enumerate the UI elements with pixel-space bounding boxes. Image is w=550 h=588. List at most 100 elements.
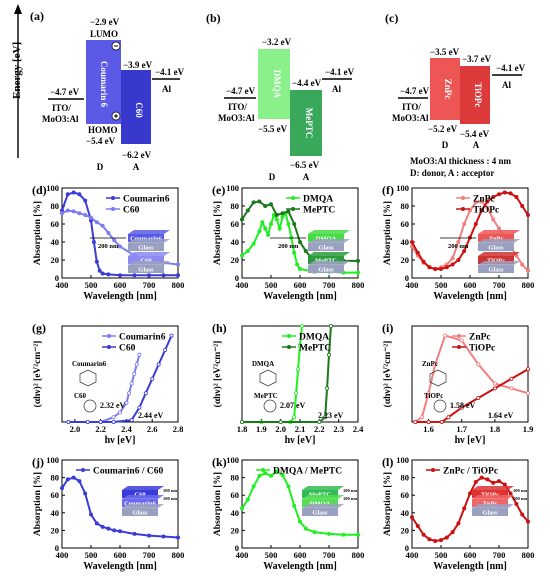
- data-point: [426, 419, 431, 424]
- y-tick-label: 40: [231, 508, 240, 518]
- legend-label: TiOPc: [473, 206, 499, 216]
- panel-f: 400 500 600 700 800 0 20 40 60 80 100 Wavelength [n…: [382, 183, 534, 302]
- molecule-label: Coumarin6: [72, 360, 107, 368]
- legend-label: Coumarin6: [123, 195, 170, 205]
- data-point: [450, 256, 455, 261]
- panel-j: 400 500 600 700 800 0 20 40 60 80 100 Wavelength [n…: [32, 455, 184, 572]
- acceptor-a-label: A: [303, 172, 310, 182]
- data-point: [520, 512, 525, 517]
- acceptor-homo-value: −6.5 eV: [290, 160, 320, 170]
- data-point: [479, 475, 484, 480]
- bandgap-label-1: 1.58 eV: [450, 401, 476, 410]
- y-tick-label: 60: [51, 219, 60, 229]
- y-tick-label: 60: [51, 490, 60, 500]
- data-point: [526, 212, 531, 217]
- layer-top-face: [478, 252, 520, 256]
- panel-label: (l): [382, 455, 393, 469]
- y-tick-label: 20: [231, 525, 240, 535]
- molecule-label: C60: [74, 392, 87, 400]
- data-point: [60, 211, 65, 216]
- x-tick-label: 700: [323, 280, 336, 290]
- x-tick-label: 1.8: [237, 424, 248, 434]
- data-point: [456, 239, 461, 244]
- data-point: [280, 214, 285, 219]
- data-point: [89, 215, 94, 220]
- data-point: [421, 532, 426, 537]
- layer-label: Glass: [312, 510, 328, 517]
- data-point: [292, 415, 297, 420]
- y-tick-label: 40: [51, 237, 60, 247]
- ito-level-value: −4.7 eV: [400, 86, 430, 96]
- y-axis-label: Absorption [%]: [33, 472, 43, 536]
- acceptor-lumo-value: −3.7 eV: [462, 54, 492, 64]
- data-point: [439, 419, 444, 424]
- bandgap-label-1: 2.32 eV: [100, 401, 126, 410]
- data-point: [245, 248, 250, 253]
- y-tick-label: 40: [51, 508, 60, 518]
- data-point: [66, 419, 71, 424]
- al-label: Al: [332, 84, 341, 94]
- y-tick-label: 100: [226, 455, 239, 465]
- data-point: [514, 501, 519, 506]
- data-point: [132, 531, 137, 536]
- data-point: [433, 538, 438, 543]
- lumo-label: LUMO: [90, 29, 118, 39]
- legend-label: ZnPc: [473, 195, 495, 205]
- data-point: [257, 199, 262, 204]
- x-tick-label: 500: [265, 280, 278, 290]
- data-point: [485, 477, 490, 482]
- y-tick-label: 20: [401, 255, 410, 265]
- data-point: [274, 212, 279, 217]
- y-tick-label: 100: [396, 183, 409, 193]
- thickness-note: MoO3:Al thickness : 4 nm: [410, 156, 512, 166]
- layer-label: Glass: [318, 245, 334, 252]
- data-point: [450, 530, 455, 535]
- x-tick-label: 600: [114, 550, 127, 560]
- thickness-label: 100 nm: [343, 488, 357, 493]
- data-point: [112, 528, 117, 533]
- legend-label: C60: [123, 206, 140, 216]
- panel-k: 400 500 600 700 800 0 20 40 60 80 100 Wavelength [n…: [212, 455, 364, 572]
- acceptor-homo-value: −5.4 eV: [460, 129, 490, 139]
- layer-top-face: [472, 495, 514, 499]
- x-tick-label: 700: [323, 550, 336, 560]
- data-point: [71, 190, 76, 195]
- layer-top-face: [128, 230, 170, 234]
- legend-label: DMQA: [303, 195, 333, 205]
- acceptor-bar-c60: [121, 70, 151, 144]
- acceptor-bar-tiopc: [460, 66, 490, 124]
- x-axis-label: Wavelength [nm]: [263, 291, 337, 302]
- data-point: [100, 223, 105, 228]
- data-point: [296, 367, 301, 372]
- layer-top-face: [128, 261, 170, 265]
- x-tick-label: 700: [493, 550, 506, 560]
- data-point: [473, 479, 478, 484]
- y-tick-label: 20: [51, 255, 60, 265]
- layer-slab: [302, 490, 338, 498]
- data-point: [491, 217, 496, 222]
- ito-level-value: −4.7 eV: [226, 86, 256, 96]
- legend-marker: [431, 468, 435, 472]
- data-point: [263, 471, 268, 476]
- donor-lumo-value: −3.5 eV: [430, 47, 460, 57]
- x-tick-label: 2.1: [295, 424, 306, 434]
- donor-homo-value: −5.4 eV: [86, 136, 116, 146]
- data-point: [462, 506, 467, 511]
- data-point: [289, 235, 294, 240]
- data-point: [65, 192, 70, 197]
- data-point: [274, 217, 279, 222]
- x-axis-label: Wavelength [nm]: [83, 291, 157, 302]
- data-point: [251, 484, 256, 489]
- donor-d-label: D: [97, 162, 104, 172]
- panel-label-b: (b): [206, 11, 221, 25]
- data-point: [146, 533, 151, 538]
- molecule-label: TiOPc: [424, 392, 443, 400]
- panel-label-c: (c): [385, 11, 398, 25]
- data-point: [280, 211, 285, 216]
- data-point: [132, 371, 137, 376]
- layer-label: Glass: [488, 267, 504, 274]
- acceptor-a-label: A: [133, 162, 140, 172]
- data-point: [491, 194, 496, 199]
- molecule-sketch: [433, 399, 447, 413]
- legend-marker: [261, 468, 265, 472]
